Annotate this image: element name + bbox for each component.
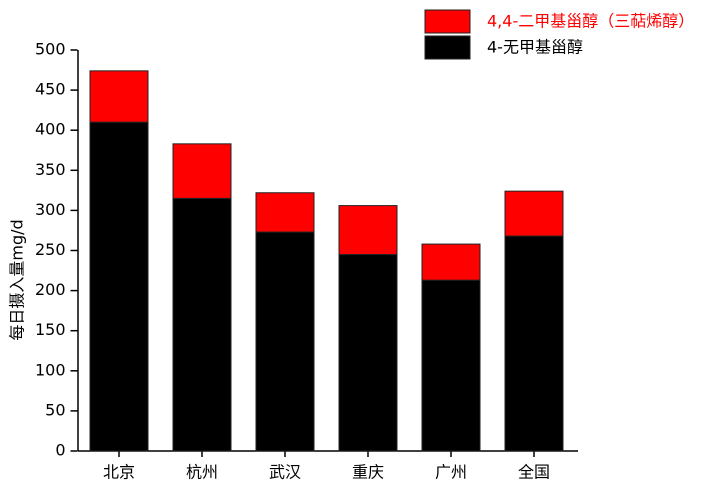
y-tick-label: 200 <box>35 280 66 299</box>
bar-segment <box>89 70 149 123</box>
y-tick-label: 400 <box>35 120 66 139</box>
y-tick-label: 100 <box>35 360 66 379</box>
legend-swatch <box>424 9 471 34</box>
bar-segment <box>338 254 398 452</box>
bar-segment <box>172 197 232 452</box>
x-tick-label: 杭州 <box>186 463 218 482</box>
y-tick-label: 500 <box>35 40 66 59</box>
bar-segment <box>504 190 564 237</box>
legend-swatch <box>424 35 471 60</box>
bar-segment <box>338 205 398 256</box>
bar-segment <box>504 235 564 452</box>
legend-label: 4-无甲基甾醇 <box>487 38 583 57</box>
x-tick-label: 全国 <box>518 463 550 482</box>
x-tick-label: 广州 <box>435 463 467 482</box>
bar-segment <box>172 143 232 199</box>
bar-segment <box>421 243 481 281</box>
y-tick-label: 150 <box>35 320 66 339</box>
y-tick-label: 50 <box>45 400 65 419</box>
y-tick-label: 300 <box>35 200 66 219</box>
bar-segment <box>255 192 315 233</box>
y-tick-label: 0 <box>55 441 65 460</box>
x-tick-label: 武汉 <box>269 463 301 482</box>
y-tick-label: 450 <box>35 80 66 99</box>
bar-segment <box>421 279 481 452</box>
bar-segment <box>89 121 149 452</box>
legend-label: 4,4-二甲基甾醇（三萜烯醇） <box>487 12 694 31</box>
y-axis-label: 每日摄入量mg/d <box>8 219 27 340</box>
y-tick-label: 350 <box>35 160 66 179</box>
y-tick-label: 250 <box>35 240 66 259</box>
bar-segment <box>255 231 315 452</box>
x-tick-label: 北京 <box>103 463 135 482</box>
x-tick-label: 重庆 <box>352 463 384 482</box>
